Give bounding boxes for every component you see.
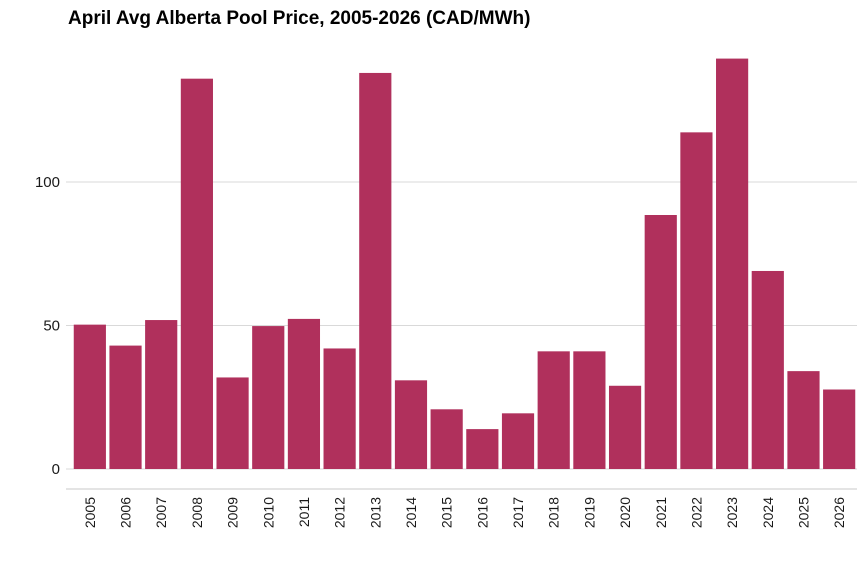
- x-tick-label: 2017: [510, 497, 526, 528]
- bar-2017: [501, 413, 535, 469]
- bar-2025: [787, 371, 820, 469]
- x-tick-label: 2008: [189, 497, 205, 528]
- x-tick-label: 2011: [296, 497, 312, 527]
- x-tick-label: 2005: [82, 497, 98, 528]
- x-tick-label: 2012: [332, 497, 348, 528]
- bar-2016: [466, 429, 499, 469]
- y-tick-label: 100: [35, 174, 60, 191]
- x-tick-label: 2016: [474, 497, 490, 528]
- x-tick-labels: 2005 2006 2007 2008 2009 2010 2011 2012 2013 2014…: [82, 497, 847, 528]
- bar-2009: [216, 377, 249, 469]
- x-tick-label: 2010: [260, 497, 276, 528]
- x-tick-label: 2024: [760, 497, 776, 528]
- x-tick-label: 2023: [724, 497, 740, 528]
- x-tick-label: 2009: [225, 497, 241, 528]
- bar-2020: [608, 385, 642, 469]
- bar-2023: [716, 58, 749, 470]
- x-tick-label: 2021: [653, 497, 669, 528]
- chart-title: April Avg Alberta Pool Price, 2005-2026 …: [68, 8, 531, 29]
- x-tick-label: 2014: [403, 497, 419, 528]
- bar-2022: [680, 132, 713, 469]
- bar-2024: [751, 270, 784, 469]
- x-tick-label: 2019: [581, 497, 597, 528]
- bar-2021: [644, 215, 677, 469]
- bar-2012: [323, 348, 356, 469]
- bar-2008: [180, 78, 213, 470]
- y-tick-labels: 0 50 100: [35, 174, 60, 478]
- x-tick-label: 2015: [439, 497, 455, 528]
- x-tick-label: 2026: [831, 497, 847, 528]
- bar-2018: [537, 351, 570, 469]
- bar-2015: [430, 409, 463, 469]
- y-tick-label: 0: [52, 461, 60, 478]
- bar-2026: [823, 389, 856, 469]
- bar-2019: [573, 351, 606, 469]
- x-tick-label: 2018: [546, 497, 562, 528]
- x-tick-label: 2007: [153, 497, 169, 528]
- bar-2005: [73, 324, 106, 469]
- x-tick-label: 2020: [617, 497, 633, 528]
- bar-2006: [109, 345, 142, 469]
- bar-2014: [394, 380, 428, 469]
- bar-2007: [145, 320, 178, 469]
- bar-2013: [359, 72, 392, 469]
- x-tick-label: 2025: [795, 497, 811, 528]
- x-tick-label: 2022: [688, 497, 704, 528]
- x-tick-label: 2013: [367, 497, 383, 528]
- bar-2011: [287, 318, 321, 469]
- y-tick-label: 50: [43, 318, 60, 335]
- bar-2010: [252, 326, 285, 469]
- x-tick-label: 2006: [118, 497, 134, 528]
- bars: [73, 58, 856, 470]
